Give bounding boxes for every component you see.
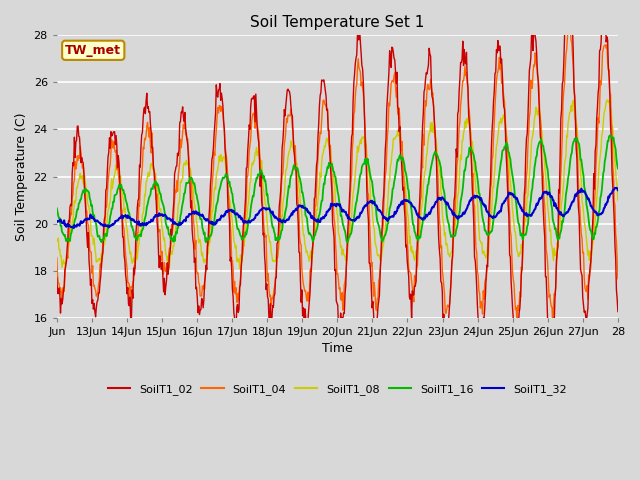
- SoilT1_02: [427, 53, 435, 59]
- Line: SoilT1_32: SoilT1_32: [57, 188, 618, 228]
- SoilT1_32: [396, 203, 404, 208]
- SoilT1_04: [396, 105, 403, 111]
- SoilT1_08: [250, 158, 258, 164]
- SoilT1_08: [396, 138, 404, 144]
- SoilT1_04: [614, 276, 621, 282]
- Line: SoilT1_02: SoilT1_02: [57, 0, 618, 348]
- Line: SoilT1_16: SoilT1_16: [57, 135, 618, 242]
- SoilT1_02: [119, 234, 127, 240]
- SoilT1_16: [428, 163, 435, 168]
- SoilT1_02: [614, 309, 621, 314]
- SoilT1_16: [222, 171, 230, 177]
- SoilT1_16: [119, 187, 127, 193]
- SoilT1_02: [477, 345, 485, 351]
- SoilT1_32: [120, 213, 127, 219]
- SoilT1_08: [236, 266, 244, 272]
- SoilT1_32: [272, 214, 280, 220]
- SoilT1_02: [53, 275, 61, 281]
- SoilT1_04: [549, 326, 557, 332]
- SoilT1_32: [70, 225, 77, 231]
- SoilT1_08: [428, 129, 435, 134]
- SoilT1_08: [603, 97, 611, 103]
- SoilT1_32: [612, 185, 620, 191]
- SoilT1_02: [222, 155, 230, 160]
- SoilT1_04: [566, 25, 574, 31]
- SoilT1_32: [223, 208, 230, 214]
- Text: TW_met: TW_met: [65, 44, 121, 57]
- SoilT1_32: [53, 219, 61, 225]
- SoilT1_08: [53, 237, 61, 243]
- X-axis label: Time: Time: [322, 342, 353, 355]
- SoilT1_04: [53, 255, 61, 261]
- SoilT1_02: [271, 291, 278, 297]
- SoilT1_16: [250, 193, 257, 199]
- SoilT1_08: [272, 259, 280, 264]
- SoilT1_16: [271, 231, 278, 237]
- SoilT1_08: [614, 198, 621, 204]
- SoilT1_04: [250, 110, 257, 116]
- SoilT1_16: [606, 132, 614, 138]
- Y-axis label: Soil Temperature (C): Soil Temperature (C): [15, 112, 28, 241]
- SoilT1_02: [250, 93, 257, 99]
- Title: Soil Temperature Set 1: Soil Temperature Set 1: [250, 15, 424, 30]
- SoilT1_04: [427, 76, 435, 82]
- SoilT1_16: [396, 152, 404, 158]
- SoilT1_04: [271, 283, 278, 288]
- Line: SoilT1_04: SoilT1_04: [57, 28, 618, 329]
- Line: SoilT1_08: SoilT1_08: [57, 100, 618, 269]
- Legend: SoilT1_02, SoilT1_04, SoilT1_08, SoilT1_16, SoilT1_32: SoilT1_02, SoilT1_04, SoilT1_08, SoilT1_…: [103, 380, 572, 399]
- SoilT1_04: [222, 148, 230, 154]
- SoilT1_16: [614, 166, 621, 171]
- SoilT1_16: [53, 205, 61, 211]
- SoilT1_04: [119, 217, 127, 223]
- SoilT1_32: [250, 216, 258, 221]
- SoilT1_08: [222, 164, 230, 169]
- SoilT1_16: [344, 240, 351, 245]
- SoilT1_32: [428, 207, 435, 213]
- SoilT1_08: [119, 193, 127, 199]
- SoilT1_32: [614, 187, 621, 193]
- SoilT1_02: [396, 129, 403, 134]
